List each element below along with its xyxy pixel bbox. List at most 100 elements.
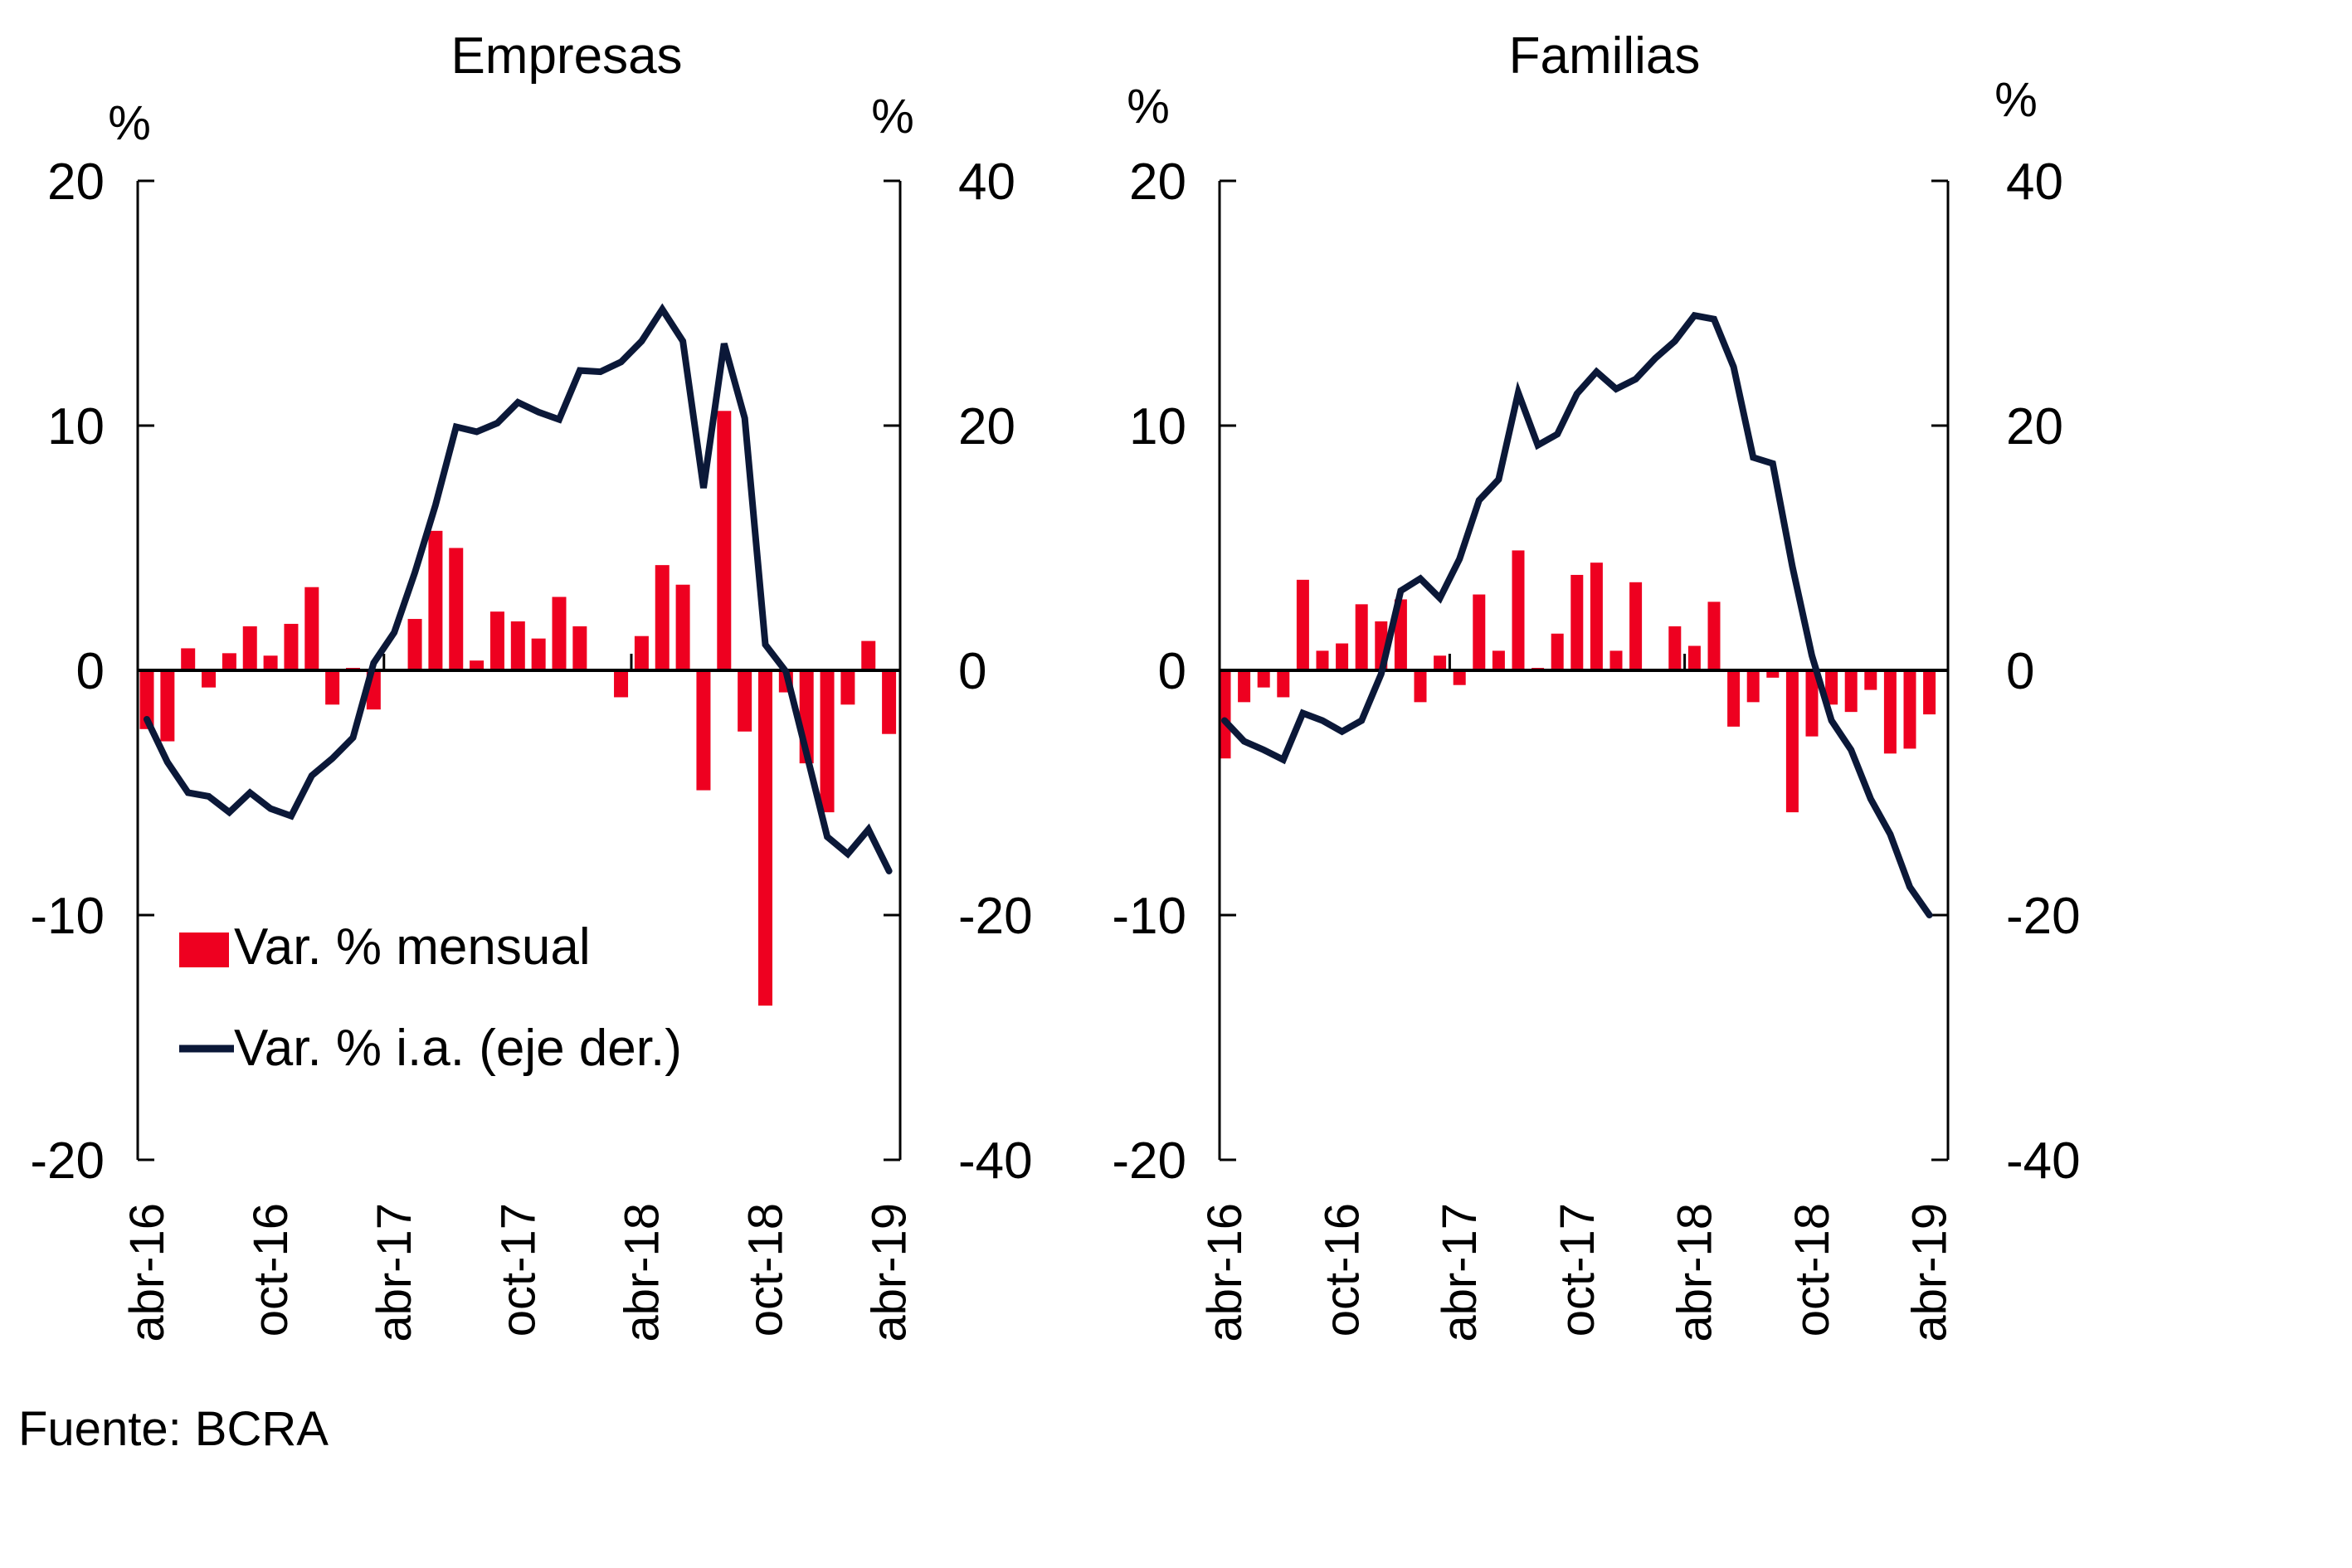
x-tick-label: abr-18	[615, 1203, 669, 1342]
bar	[1492, 650, 1505, 670]
panel-familias: Familias % % 20 10 0 -10 -20 40 20 0 -20 -40 abr…	[1112, 27, 2080, 1342]
bar	[531, 638, 546, 670]
x-axis-tick-labels: abr-16 oct-16 abr-17 oct-17 abr-18 oct-18 abr-…	[1198, 1203, 1957, 1342]
bar	[1883, 670, 1897, 754]
bar	[242, 626, 257, 670]
bar	[572, 626, 587, 670]
right-tick-label: -20	[958, 888, 1033, 945]
bar	[1570, 574, 1584, 670]
x-tick-label: oct-17	[491, 1203, 545, 1337]
left-axis-tick-labels: 20 10 0 -10 -20	[30, 153, 105, 1190]
x-tick-label: abr-17	[368, 1203, 421, 1342]
x-tick-label: oct-18	[1785, 1203, 1839, 1337]
x-tick-label: abr-17	[1433, 1203, 1487, 1342]
bar	[284, 623, 299, 670]
bar	[407, 619, 422, 670]
bar	[1512, 550, 1525, 670]
right-tick-label: -40	[958, 1132, 1033, 1190]
left-tick-label: 20	[47, 153, 105, 211]
bar	[1551, 633, 1564, 670]
bar	[510, 621, 525, 670]
right-tick-label: -20	[2006, 888, 2081, 945]
bar	[1257, 670, 1270, 688]
bar	[139, 670, 154, 729]
panel-empresas: Empresas % % 20 10 0 -10 -20 40 20 0 -20 -40 abr…	[30, 27, 1032, 1342]
axes	[136, 179, 902, 1161]
left-axis-unit: %	[1127, 80, 1170, 134]
x-tick-label: abr-19	[863, 1203, 917, 1342]
x-tick-label: oct-18	[739, 1203, 793, 1337]
bar	[1903, 670, 1916, 749]
x-tick-label: oct-16	[1316, 1203, 1370, 1337]
bar	[1434, 655, 1447, 670]
bar	[675, 584, 690, 670]
bar	[263, 655, 278, 670]
axes	[1218, 179, 1950, 1161]
bar	[1277, 670, 1290, 698]
bar	[222, 653, 236, 670]
bar	[1687, 645, 1701, 670]
left-tick-label: -20	[1112, 1132, 1186, 1190]
yoy-line	[144, 303, 893, 874]
left-axis-tick-labels: 20 10 0 -10 -20	[1112, 153, 1186, 1190]
bar	[552, 597, 567, 670]
x-tick-label: abr-18	[1668, 1203, 1721, 1342]
x-tick-label: abr-19	[1903, 1203, 1957, 1342]
bar	[304, 587, 319, 670]
legend-bar-swatch	[179, 933, 229, 967]
bar	[1825, 670, 1838, 705]
bar	[634, 635, 649, 670]
bar	[1316, 650, 1329, 670]
bar-series	[139, 411, 897, 1006]
bar	[1453, 670, 1466, 685]
right-tick-label: 0	[958, 643, 986, 700]
bar	[758, 670, 772, 1006]
bar	[614, 670, 629, 698]
right-tick-label: 0	[2006, 643, 2034, 700]
bar	[449, 548, 464, 670]
left-tick-label: 10	[47, 398, 105, 455]
left-tick-label: -20	[30, 1132, 105, 1190]
bar	[1707, 601, 1721, 670]
bar	[1238, 670, 1251, 703]
legend-bar-label: Var. % mensual	[234, 918, 591, 976]
bar	[1805, 670, 1819, 737]
bar	[1864, 670, 1877, 690]
left-tick-label: -10	[30, 888, 105, 945]
x-tick-label: abr-16	[1198, 1203, 1252, 1342]
right-axis-tick-labels: 40 20 0 -20 -40	[958, 153, 1033, 1190]
bar	[1336, 643, 1349, 670]
bar	[325, 670, 340, 705]
left-tick-label: 0	[76, 643, 105, 700]
legend: Var. % mensual Var. % i.a. (eje der.)	[179, 918, 682, 1077]
panel-title: Familias	[1509, 27, 1701, 85]
bar	[1590, 562, 1603, 670]
bar	[1218, 670, 1231, 759]
bar	[181, 648, 196, 670]
x-tick-label: abr-16	[120, 1203, 174, 1342]
bar	[820, 670, 835, 813]
source-note: Fuente: BCRA	[18, 1402, 329, 1456]
right-axis-tick-labels: 40 20 0 -20 -40	[2006, 153, 2081, 1190]
bar	[861, 640, 876, 670]
bar	[1766, 670, 1780, 678]
bar	[1296, 579, 1309, 670]
bar	[1746, 670, 1760, 703]
line-series	[1221, 311, 1933, 918]
bar	[1609, 650, 1623, 670]
left-tick-label: 0	[1158, 643, 1186, 700]
left-tick-label: 20	[1129, 153, 1186, 211]
bar	[1414, 670, 1427, 703]
bar	[738, 670, 752, 732]
right-tick-label: 20	[958, 398, 1015, 455]
bar	[1629, 582, 1643, 670]
bar	[717, 411, 732, 670]
bar	[489, 611, 504, 670]
right-axis-unit: %	[1994, 73, 2038, 127]
bar	[1668, 626, 1682, 670]
legend-line-label: Var. % i.a. (eje der.)	[234, 1020, 682, 1077]
bar	[160, 670, 175, 742]
bar	[696, 670, 711, 791]
right-tick-label: 40	[2006, 153, 2063, 211]
